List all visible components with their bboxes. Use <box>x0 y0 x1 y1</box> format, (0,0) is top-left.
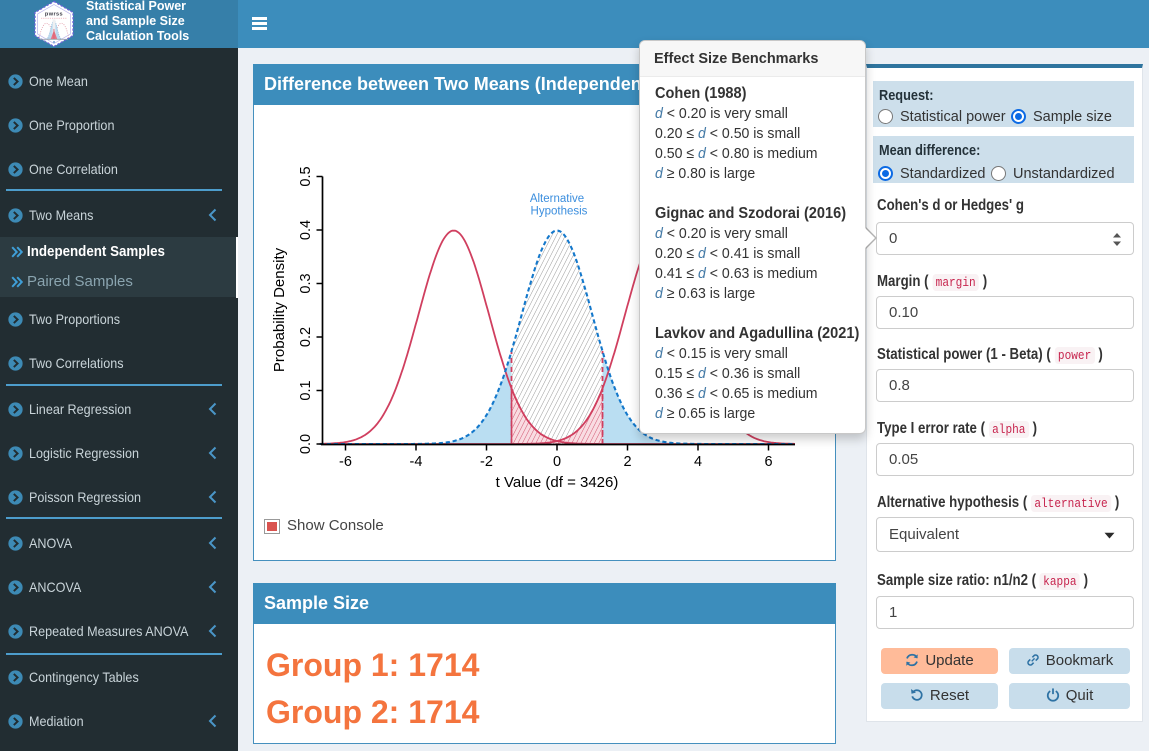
svg-text:0.2: 0.2 <box>298 327 314 347</box>
svg-text:pwrss: pwrss <box>45 12 63 18</box>
svg-text:-6: -6 <box>339 454 352 470</box>
svg-text:-2: -2 <box>480 454 493 470</box>
svg-text:0.0: 0.0 <box>298 434 314 454</box>
svg-text:0.4: 0.4 <box>298 220 314 240</box>
svg-text:t Value (df = 3426): t Value (df = 3426) <box>496 474 619 491</box>
svg-text:4: 4 <box>694 454 702 470</box>
svg-text:Alternative: Alternative <box>530 193 584 205</box>
svg-text:0.3: 0.3 <box>298 273 314 293</box>
svg-text:0.1: 0.1 <box>298 380 314 400</box>
svg-text:2: 2 <box>623 454 631 470</box>
svg-text:Probability Density: Probability Density <box>271 247 288 372</box>
svg-text:6: 6 <box>764 454 772 470</box>
svg-text:0: 0 <box>553 454 561 470</box>
svg-text:0.5: 0.5 <box>298 166 314 186</box>
svg-text:-4: -4 <box>410 454 423 470</box>
svg-text:Hypothesis: Hypothesis <box>531 206 588 218</box>
